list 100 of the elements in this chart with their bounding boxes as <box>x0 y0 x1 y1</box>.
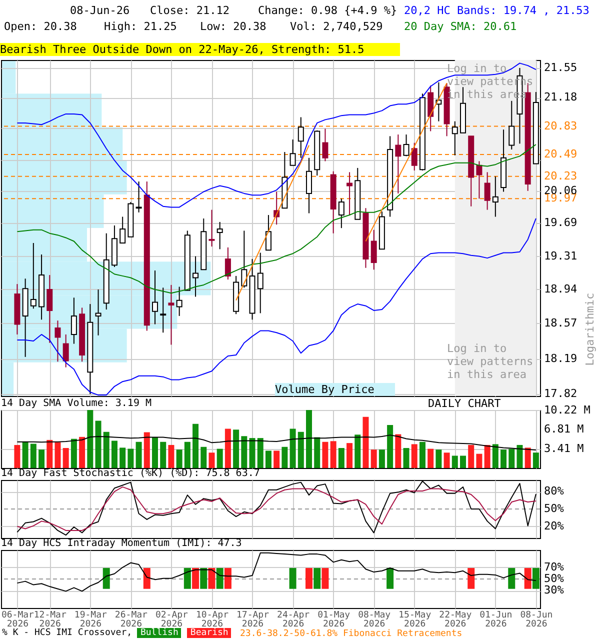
y-tick-label: 50% <box>544 572 564 585</box>
bar <box>354 434 361 468</box>
y-tick-label: 19.31 <box>544 249 578 262</box>
bar <box>152 437 158 468</box>
candlestick <box>403 134 410 157</box>
annotation: Log in to view patterns in this area <box>447 342 534 381</box>
y-tick-label: 6.81 M <box>544 422 584 436</box>
bar <box>233 430 240 468</box>
text: Bullish <box>137 628 182 638</box>
candlestick <box>136 181 142 213</box>
text: High: 21.25 <box>104 20 177 33</box>
candlestick <box>411 142 418 171</box>
line-series <box>16 144 536 294</box>
text: DAILY CHART <box>428 397 501 410</box>
candlestick <box>46 274 53 344</box>
legend-title: % K - HCS IMI Crossover, <box>2 628 134 638</box>
text: Open: 20.38 <box>4 20 77 33</box>
bar <box>216 448 223 468</box>
text: 23.6-38.2-50-61.8% Fibonacci Retracements <box>240 629 462 639</box>
bar <box>290 428 296 468</box>
bar <box>524 448 531 468</box>
candlestick <box>290 138 296 166</box>
bar <box>46 440 53 468</box>
ref-line-label: 20.23 <box>544 169 578 182</box>
candlestick <box>257 252 264 314</box>
bar <box>79 436 86 468</box>
candlestick <box>370 229 377 270</box>
y-tick-label: 50% <box>544 502 564 515</box>
bar <box>484 444 490 468</box>
candlestick <box>298 116 304 158</box>
candlestick <box>346 172 353 216</box>
bar <box>387 424 394 468</box>
bar <box>241 436 248 468</box>
bar <box>103 432 110 468</box>
y-axis-title: Logarithmic <box>584 292 596 366</box>
y-tick-label: 20% <box>544 519 564 532</box>
bar <box>224 428 231 468</box>
candlestick <box>452 120 458 156</box>
bar <box>120 448 126 468</box>
bar <box>95 420 102 468</box>
bar <box>306 410 312 468</box>
x-tick-label: 06-Mar 2026 <box>1 610 35 630</box>
bar <box>160 442 166 468</box>
bar <box>476 454 482 468</box>
bar <box>370 450 377 468</box>
bar <box>87 410 94 468</box>
bar <box>62 448 69 468</box>
bar <box>54 442 61 468</box>
candlestick <box>224 246 231 280</box>
x-tick-label: 08-May 2026 <box>358 610 392 630</box>
candlestick <box>70 297 77 344</box>
bar <box>411 444 418 468</box>
bar <box>330 441 336 468</box>
x-tick-label: 17-Apr 2026 <box>236 610 270 630</box>
bar <box>184 442 190 468</box>
bar <box>282 446 288 468</box>
y-tick-label: 18.19 <box>544 352 578 365</box>
candlestick <box>428 85 434 132</box>
bar <box>314 437 320 468</box>
bar <box>419 442 426 468</box>
bar <box>500 450 507 468</box>
y-tick-label: 10.22 M <box>544 403 591 416</box>
bar <box>428 448 434 468</box>
candlestick <box>176 286 182 316</box>
bar <box>516 444 523 468</box>
line-series <box>16 434 536 451</box>
bar <box>338 448 344 468</box>
annotation: Volume By Price <box>275 383 395 396</box>
candlestick <box>30 242 36 310</box>
bar <box>346 443 353 468</box>
text: Change: 0.98 {+4.9 %} <box>258 4 398 17</box>
bar <box>38 450 45 468</box>
text: Low: 20.38 <box>200 20 266 33</box>
candlestick <box>54 320 61 362</box>
y-tick-label: 21.55 <box>544 60 578 74</box>
bar <box>70 438 77 468</box>
x-tick-label: 24-Apr 2026 <box>277 610 310 630</box>
candlestick <box>120 216 126 244</box>
bar <box>274 450 280 468</box>
bar <box>508 448 515 468</box>
text: Close: 21.12 <box>150 4 230 17</box>
candlestick <box>306 157 312 214</box>
bar <box>22 442 28 468</box>
x-tick-label: 02-Apr 2026 <box>155 610 189 630</box>
chart-title: 14 Day Fast Stochastic (%K) (%D): 75.8 63.7 <box>1 468 260 479</box>
text: 20 Day SMA: 20.61 <box>404 20 517 33</box>
candlestick <box>192 256 199 298</box>
line-series <box>16 218 536 396</box>
bar <box>192 424 199 468</box>
bar <box>168 444 174 468</box>
ref-line-label: 20.83 <box>544 119 578 132</box>
candlestick <box>265 214 272 251</box>
bar <box>436 450 442 468</box>
bar <box>322 442 328 468</box>
bar <box>176 450 182 468</box>
x-tick-label: 01-May 2026 <box>318 610 351 630</box>
bar <box>128 448 134 468</box>
bar <box>460 456 466 468</box>
bar <box>362 416 369 468</box>
candlestick <box>241 230 248 288</box>
